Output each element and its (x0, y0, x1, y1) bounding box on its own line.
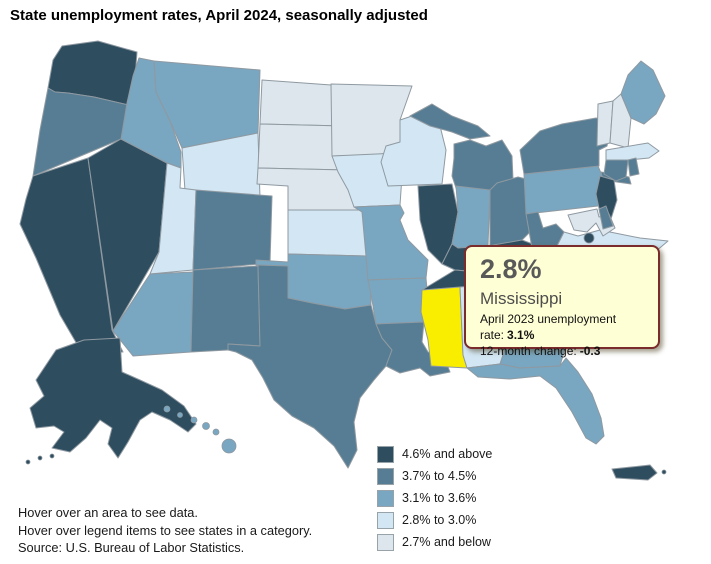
tooltip-change-value: -0.3 (579, 344, 601, 358)
page-title: State unemployment rates, April 2024, se… (10, 7, 428, 24)
tooltip-prev-value: 3.1% (507, 328, 535, 342)
legend-label: 3.7% to 4.5% (402, 469, 477, 483)
legend-swatch-icon (377, 467, 394, 485)
state-pr[interactable] (611, 464, 658, 481)
legend-label: 2.7% and below (402, 535, 491, 549)
state-mo[interactable] (353, 204, 429, 281)
legend-item-3[interactable]: 2.8% to 3.0% (377, 509, 492, 531)
state-ak-area[interactable] (37, 455, 43, 461)
legend-item-4[interactable]: 2.7% and below (377, 531, 492, 553)
state-ak[interactable] (29, 337, 197, 459)
state-pr-area[interactable] (661, 469, 667, 475)
tooltip-prev-rate: April 2023 unemployment rate: 3.1% (480, 311, 644, 343)
footer-hint-area: Hover over an area to see data. (18, 505, 198, 520)
state-fl[interactable] (466, 357, 605, 445)
legend-item-1[interactable]: 3.7% to 4.5% (377, 465, 492, 487)
state-dc-area[interactable] (583, 232, 595, 244)
map-legend: 4.6% and above 3.7% to 4.5% 3.1% to 3.6%… (377, 443, 492, 553)
state-ma[interactable] (605, 142, 660, 161)
legend-label: 4.6% and above (402, 447, 493, 461)
legend-swatch-icon (377, 489, 394, 507)
legend-item-0[interactable]: 4.6% and above (377, 443, 492, 465)
tooltip-state: Mississippi (480, 289, 563, 308)
state-hi-area[interactable] (212, 428, 220, 436)
footer-notes: Hover over an area to see data. Hover ov… (18, 504, 312, 557)
legend-label: 3.1% to 3.6% (402, 491, 477, 505)
state-az[interactable] (112, 271, 194, 357)
legend-swatch-icon (377, 533, 394, 551)
tooltip-rate: 2.8% (480, 254, 542, 284)
state-in[interactable] (451, 185, 491, 249)
footer-source: Source: U.S. Bureau of Labor Statistics. (18, 540, 245, 555)
state-ak-area[interactable] (49, 453, 55, 459)
state-nh[interactable] (609, 93, 632, 149)
state-me[interactable] (620, 60, 666, 125)
state-tx[interactable] (227, 264, 393, 469)
state-co[interactable] (192, 189, 273, 271)
state-hi-area[interactable] (221, 438, 237, 454)
footer-hint-legend: Hover over legend items to see states in… (18, 522, 313, 538)
state-ar[interactable] (367, 277, 429, 325)
state-ct[interactable] (603, 159, 629, 182)
state-hi-area[interactable] (163, 405, 171, 413)
legend-swatch-icon (377, 511, 394, 529)
legend-label: 2.8% to 3.0% (402, 513, 477, 527)
legend-item-2[interactable]: 3.1% to 3.6% (377, 487, 492, 509)
state-hi-area[interactable] (177, 412, 183, 418)
tooltip-change: 12-month change: -0.3 (480, 343, 644, 359)
map-tooltip: 2.8% Mississippi April 2023 unemployment… (464, 245, 660, 358)
state-hi-area[interactable] (190, 416, 198, 424)
state-ks[interactable] (287, 209, 369, 257)
state-mi_up[interactable] (409, 103, 491, 140)
tooltip-prev-label: April 2023 unemployment rate: (480, 312, 617, 342)
state-ri[interactable] (627, 157, 640, 177)
state-nm[interactable] (190, 265, 261, 353)
legend-swatch-icon (377, 445, 394, 463)
state-hi-area[interactable] (202, 422, 210, 430)
state-ak-area[interactable] (25, 459, 31, 465)
tooltip-change-label: 12-month change: (480, 344, 577, 358)
state-de[interactable] (598, 205, 614, 230)
